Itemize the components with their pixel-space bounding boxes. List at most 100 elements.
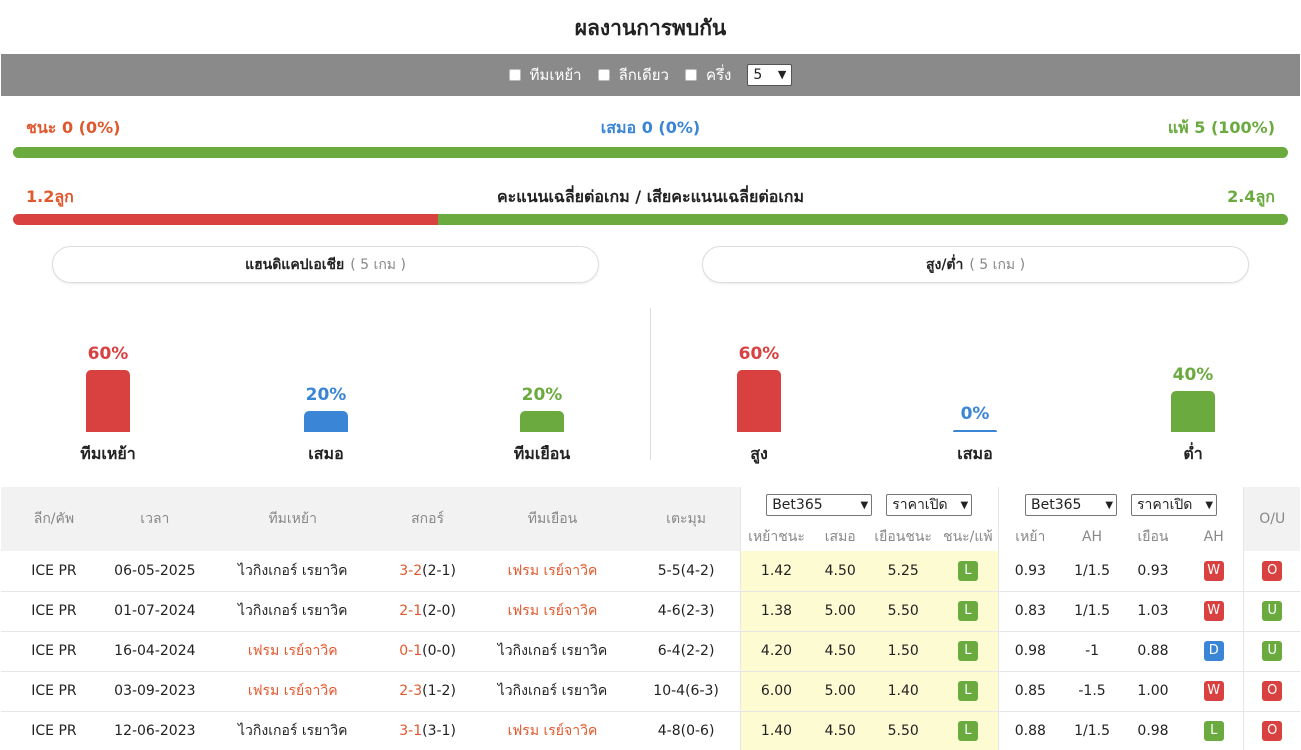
home-win-odds: 1.38 xyxy=(739,591,813,632)
overunder-percentage-label: 40% xyxy=(1172,365,1214,385)
handicap-percentage-label: 20% xyxy=(521,385,563,405)
handicap-chart-column: 20% ทีมเยือน xyxy=(482,300,602,465)
overunder-header: สูง/ต่ำ ( 5 เกม ) xyxy=(702,246,1249,283)
goal-average-bar-conceded xyxy=(437,214,1288,225)
league-cell[interactable]: ICE PR xyxy=(1,591,107,632)
handicap-bar xyxy=(304,411,348,432)
ou-badge: O xyxy=(1262,721,1283,741)
halftime-score: (0-0) xyxy=(422,643,456,659)
overunder-chart-column: 40% ต่ำ xyxy=(1133,300,1253,465)
win-loss-badge: L xyxy=(957,641,978,661)
fulltime-score: 3-1 xyxy=(399,723,423,739)
table-row[interactable]: ICE PR 03-09-2023 เฟรม เรย์จาวิค 2-3(1-2) ไว… xyxy=(1,671,1300,712)
ou-badge: O xyxy=(1262,560,1283,581)
league-checkbox-label[interactable]: ลีกเดียว xyxy=(618,66,669,84)
fulltime-score: 2-1 xyxy=(399,603,423,619)
fulltime-score: 2-3 xyxy=(399,683,423,699)
corner-cell: 4-6(2-3) xyxy=(632,591,741,632)
ah-line: 1/1.5 xyxy=(1062,711,1123,750)
table-row[interactable]: ICE PR 12-06-2023 ไวกิงเกอร์ เรยาวิค 3-1(3-… xyxy=(1,711,1300,750)
handicap-bar-label: ทีมเยือน xyxy=(513,444,571,463)
win-summary: ชนะ 0 (0%) xyxy=(26,118,121,137)
home-team-cell[interactable]: เฟรม เรย์จาวิค xyxy=(202,631,383,672)
away-team-cell[interactable]: ไวกิงเกอร์ เรยาวิค xyxy=(472,631,633,672)
bookmaker-select-1-value: Bet365 xyxy=(772,497,823,513)
half-checkbox-label[interactable]: ครึ่ง xyxy=(705,66,732,84)
overunder-bar xyxy=(1171,391,1215,432)
ah-result-badge: L xyxy=(1203,721,1224,741)
away-team-cell[interactable]: ไวกิงเกอร์ เรยาวิค xyxy=(472,671,633,712)
bookmaker-select-1[interactable]: Bet365 ▼ xyxy=(766,494,873,516)
col-home-win: เหย้าชนะ xyxy=(739,523,813,551)
match-count-select[interactable]: 5 ▼ xyxy=(747,64,793,86)
odds-type-select-2-value: ราคาเปิด xyxy=(1137,497,1193,513)
home-win-odds: 1.42 xyxy=(739,551,813,592)
draw-odds: 4.50 xyxy=(812,631,869,672)
league-cell[interactable]: ICE PR xyxy=(1,551,107,592)
home-team-cell[interactable]: เฟรม เรย์จาวิค xyxy=(202,671,383,712)
win-loss-cell: L xyxy=(938,631,999,672)
ah-away-odds: 0.98 xyxy=(1122,711,1184,750)
overunder-bar-label: สูง xyxy=(750,444,768,463)
col-draw: เสมอ xyxy=(812,523,869,551)
home-team-cell[interactable]: ไวกิงเกอร์ เรยาวิค xyxy=(202,551,383,592)
odds-type-select-1[interactable]: ราคาเปิด ▼ xyxy=(886,494,973,516)
chevron-down-icon: ▼ xyxy=(777,68,787,81)
home-team-cell[interactable]: ไวกิงเกอร์ เรยาวิค xyxy=(202,711,383,750)
away-team-cell[interactable]: เฟรม เรย์จาวิค xyxy=(472,551,633,592)
bookmaker-select-2[interactable]: Bet365 ▼ xyxy=(1025,494,1118,516)
chevron-down-icon: ▼ xyxy=(860,499,869,511)
home-checkbox-label[interactable]: ทีมเหย้า xyxy=(529,66,582,84)
match-count-value: 5 xyxy=(753,67,763,83)
halftime-score: (2-0) xyxy=(422,603,456,619)
ah-home-odds: 0.98 xyxy=(997,631,1063,672)
home-win-odds: 1.40 xyxy=(739,711,813,750)
chevron-down-icon: ▼ xyxy=(960,499,969,511)
table-row[interactable]: ICE PR 01-07-2024 ไวกิงเกอร์ เรยาวิค 2-1(2-… xyxy=(1,591,1300,632)
home-team-cell[interactable]: ไวกิงเกอร์ เรยาวิค xyxy=(202,591,383,632)
home-checkbox[interactable] xyxy=(508,69,521,81)
league-cell[interactable]: ICE PR xyxy=(1,631,107,672)
draw-odds: 4.50 xyxy=(812,711,869,750)
odds-type-select-2[interactable]: ราคาเปิด ▼ xyxy=(1131,494,1218,516)
table-row[interactable]: ICE PR 06-05-2025 ไวกิงเกอร์ เรยาวิค 3-2(2-… xyxy=(1,551,1300,592)
ah-line: 1/1.5 xyxy=(1062,591,1123,632)
away-team-cell[interactable]: เฟรม เรย์จาวิค xyxy=(472,711,633,750)
score-cell: 3-1(3-1) xyxy=(382,711,473,750)
table-row[interactable]: ICE PR 16-04-2024 เฟรม เรย์จาวิค 0-1(0-0) ไว… xyxy=(1,631,1300,672)
win-loss-cell: L xyxy=(938,591,999,632)
ah-away-odds: 1.03 xyxy=(1122,591,1184,632)
corner-cell: 5-5(4-2) xyxy=(632,551,741,592)
col-league: ลีก/คัพ xyxy=(33,511,75,527)
ah-result-cell: L xyxy=(1183,711,1244,750)
handicap-chart-column: 60% ทีมเหย้า xyxy=(48,300,168,465)
overunder-bar xyxy=(953,430,997,432)
score-cell: 3-2(2-1) xyxy=(382,551,473,592)
handicap-title: แฮนดิแคปเอเชีย xyxy=(245,256,345,273)
ah-away-odds: 0.88 xyxy=(1122,631,1184,672)
ou-cell: O xyxy=(1243,671,1300,712)
away-team-cell[interactable]: เฟรม เรย์จาวิค xyxy=(472,591,633,632)
filter-half[interactable]: ครึ่ง xyxy=(684,63,732,87)
chevron-down-icon: ▼ xyxy=(1105,499,1114,511)
league-checkbox[interactable] xyxy=(597,69,610,81)
home-win-odds: 4.20 xyxy=(739,631,813,672)
filter-league[interactable]: ลีกเดียว xyxy=(597,63,669,87)
ah-home-odds: 0.85 xyxy=(997,671,1063,712)
win-loss-badge: L xyxy=(957,681,978,701)
col-win-loss: ชนะ/แพ้ xyxy=(938,523,999,551)
filter-home[interactable]: ทีมเหย้า xyxy=(508,63,582,87)
handicap-header: แฮนดิแคปเอเชีย ( 5 เกม ) xyxy=(52,246,599,283)
odds-type-select-1-value: ราคาเปิด xyxy=(892,497,948,513)
goal-average-bar xyxy=(13,214,1288,225)
league-cell[interactable]: ICE PR xyxy=(1,711,107,750)
ou-badge: U xyxy=(1262,601,1283,621)
league-cell[interactable]: ICE PR xyxy=(1,671,107,712)
ah-result-cell: W xyxy=(1183,591,1244,632)
ah-line: -1 xyxy=(1062,631,1123,672)
corner-cell: 10-4(6-3) xyxy=(632,671,741,712)
goal-average-bar-scored xyxy=(13,214,438,225)
overunder-bar-label: เสมอ xyxy=(957,444,993,463)
half-checkbox[interactable] xyxy=(684,69,697,81)
loss-summary: แพ้ 5 (100%) xyxy=(1167,118,1275,137)
